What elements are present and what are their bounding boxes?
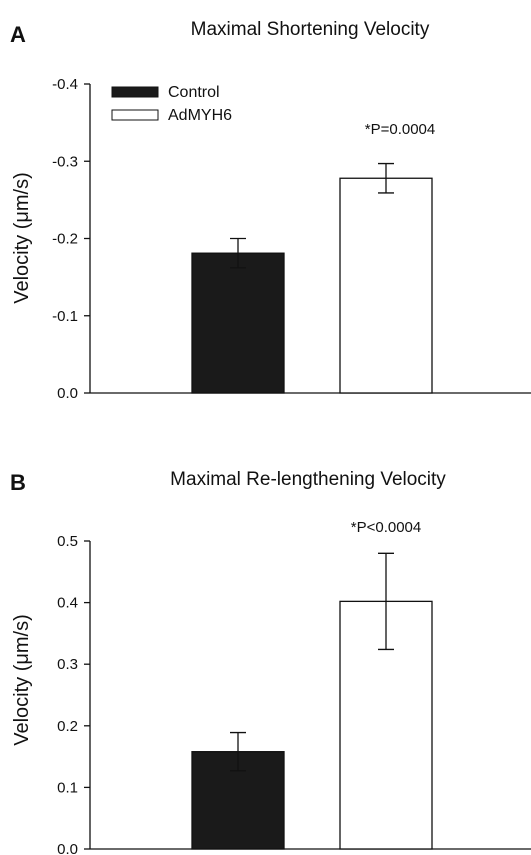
panel-a-y-tick-label: -0.4 bbox=[52, 76, 78, 93]
panel-b-y-tick-label: 0.4 bbox=[57, 595, 78, 612]
panel-b-y-tick-label: 0.0 bbox=[57, 841, 78, 855]
panel-b-bar-control bbox=[191, 751, 285, 850]
panel-b-y-tick-label: 0.3 bbox=[57, 656, 78, 673]
panel-b-title: Maximal Re-lengthening Velocity bbox=[170, 469, 446, 490]
panel-a: A Maximal Shortening Velocity Velocity (… bbox=[10, 19, 531, 402]
panel-b-error-bar-admyh6 bbox=[378, 552, 394, 651]
panel-a-bar-control bbox=[191, 252, 285, 394]
panel-a-error-bar-control bbox=[230, 237, 246, 269]
panel-b: B Maximal Re-lengthening Velocity Veloci… bbox=[10, 469, 531, 855]
legend-swatch-admyh6 bbox=[111, 109, 159, 121]
panel-b-y-tick-label: 0.1 bbox=[57, 779, 78, 796]
legend: Control AdMYH6 bbox=[111, 84, 232, 124]
panel-a-y-tick-label: 0.0 bbox=[57, 385, 78, 402]
panel-a-title: Maximal Shortening Velocity bbox=[191, 19, 430, 40]
panel-a-y-tick-label: -0.1 bbox=[52, 308, 78, 325]
legend-swatch-control bbox=[111, 86, 159, 98]
panel-a-ylabel: Velocity (μm/s) bbox=[11, 172, 33, 304]
panel-a-bar-admyh6 bbox=[339, 177, 433, 394]
panel-a-letter: A bbox=[10, 22, 26, 47]
panel-a-error-bar-admyh6 bbox=[378, 162, 394, 194]
panel-b-y-tick-label: 0.2 bbox=[57, 718, 78, 735]
panel-a-y-tick-label: -0.3 bbox=[52, 153, 78, 170]
panel-b-ylabel: Velocity (μm/s) bbox=[11, 614, 33, 746]
legend-label-control: Control bbox=[168, 84, 220, 101]
panel-a-y-tick-label: -0.2 bbox=[52, 231, 78, 248]
panel-a-annotation: *P=0.0004 bbox=[365, 121, 435, 138]
panel-b-annotation: *P<0.0004 bbox=[351, 519, 421, 536]
legend-label-admyh6: AdMYH6 bbox=[168, 107, 232, 124]
panel-b-letter: B bbox=[10, 470, 26, 495]
panel-b-y-tick-label: 0.5 bbox=[57, 533, 78, 550]
panel-b-error-bar-control bbox=[230, 731, 246, 772]
